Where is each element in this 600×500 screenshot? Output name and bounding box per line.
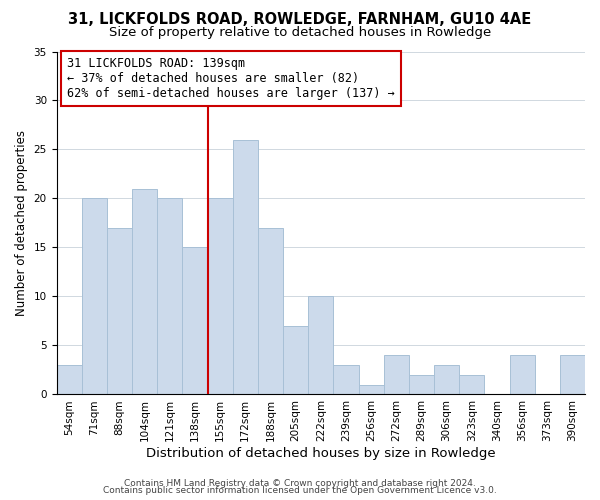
Bar (383, 356, 409, 395)
Text: Size of property relative to detached houses in Rowledge: Size of property relative to detached ho… (109, 26, 491, 39)
Bar (56, 365, 82, 394)
Bar (359, 384, 383, 394)
Bar (409, 375, 434, 394)
Bar (334, 365, 359, 394)
X-axis label: Distribution of detached houses by size in Rowledge: Distribution of detached houses by size … (146, 447, 496, 460)
Text: 31 LICKFOLDS ROAD: 139sqm
← 37% of detached houses are smaller (82)
62% of semi-: 31 LICKFOLDS ROAD: 139sqm ← 37% of detac… (67, 56, 395, 100)
Text: Contains HM Land Registry data © Crown copyright and database right 2024.: Contains HM Land Registry data © Crown c… (124, 478, 476, 488)
Bar (82, 198, 107, 394)
Bar (182, 248, 208, 394)
Y-axis label: Number of detached properties: Number of detached properties (15, 130, 28, 316)
Bar (308, 296, 334, 394)
Bar (434, 365, 459, 394)
Bar (157, 198, 182, 394)
Bar (509, 356, 535, 395)
Bar (459, 375, 484, 394)
Text: 31, LICKFOLDS ROAD, ROWLEDGE, FARNHAM, GU10 4AE: 31, LICKFOLDS ROAD, ROWLEDGE, FARNHAM, G… (68, 12, 532, 28)
Bar (283, 326, 308, 394)
Text: Contains public sector information licensed under the Open Government Licence v3: Contains public sector information licen… (103, 486, 497, 495)
Bar (208, 198, 233, 394)
Bar (258, 228, 283, 394)
Bar (107, 228, 132, 394)
Bar (560, 356, 585, 395)
Bar (132, 188, 157, 394)
Bar (233, 140, 258, 394)
